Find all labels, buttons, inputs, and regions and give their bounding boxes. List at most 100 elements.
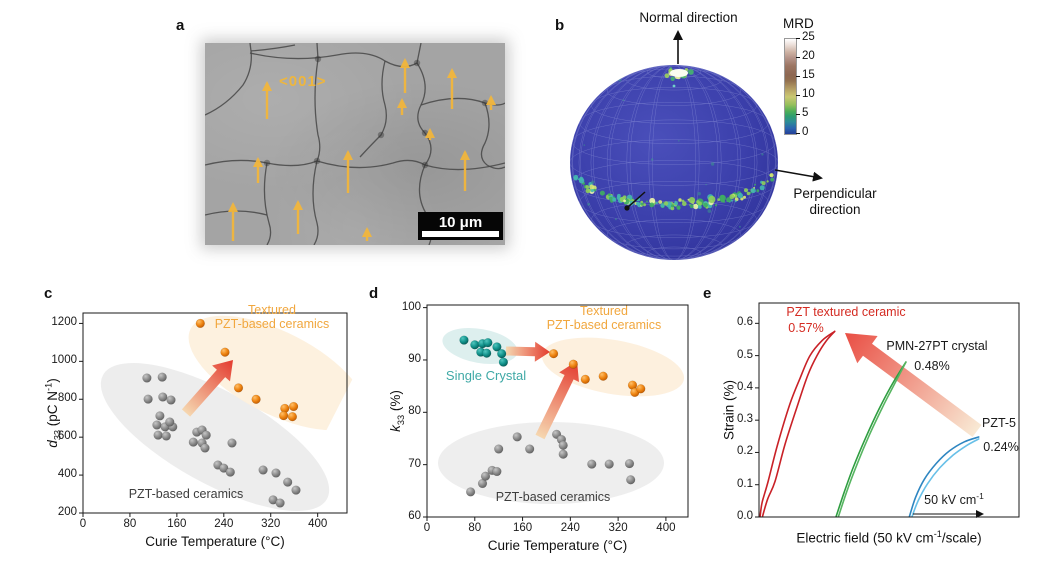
data-point xyxy=(251,394,261,404)
texture-speckle xyxy=(670,204,675,208)
data-point xyxy=(143,394,153,404)
x-tick-label: 0 xyxy=(79,518,87,530)
texture-speckle xyxy=(622,195,627,200)
data-point xyxy=(604,459,614,469)
colorbar-tick-mark xyxy=(796,94,800,96)
pole-core xyxy=(670,69,688,77)
pole-speckle xyxy=(680,72,687,78)
data-point xyxy=(466,487,476,497)
texture-speckle xyxy=(734,200,737,203)
grain-boundary xyxy=(359,60,387,158)
texture-speckle xyxy=(649,202,655,208)
pole-speckle xyxy=(684,68,689,72)
mrd-colorbar xyxy=(784,38,797,135)
texture-speckle xyxy=(658,200,663,204)
data-point xyxy=(598,371,608,381)
x-axis-title: Curie Temperature (°C) xyxy=(145,534,285,549)
texture-speckle xyxy=(761,181,766,186)
texture-speckle xyxy=(693,203,699,210)
data-point xyxy=(219,463,229,473)
latitude-line xyxy=(591,201,757,238)
data-point xyxy=(480,471,491,481)
strain-curve xyxy=(835,361,907,517)
longitude-line xyxy=(652,65,696,260)
texture-speckle xyxy=(734,197,739,202)
longitude-line xyxy=(592,65,756,260)
texture-speckle xyxy=(588,182,593,187)
texture-speckle xyxy=(579,176,584,182)
texture-speckle xyxy=(714,204,718,207)
colorbar-tick-mark xyxy=(796,132,800,134)
longitude-line xyxy=(648,65,700,260)
texture-speckle xyxy=(591,185,597,191)
grain-junction xyxy=(314,55,322,63)
data-point xyxy=(197,438,207,448)
texture-speckle xyxy=(589,189,595,194)
texture-speckle xyxy=(666,201,673,208)
y-axis-title: d33 (pC N-1) xyxy=(43,378,63,448)
data-point xyxy=(165,417,175,427)
texture-speckle xyxy=(759,185,765,191)
pole-speckle xyxy=(664,73,670,78)
grain-boundary xyxy=(205,159,318,167)
texture-speckle xyxy=(664,201,667,205)
panel-label-e: e xyxy=(703,285,712,302)
texture-speckle xyxy=(676,205,681,210)
colorbar-tick-mark xyxy=(796,37,800,39)
trend-arrow xyxy=(505,341,550,362)
y-tick-label: 0.5 xyxy=(737,348,753,361)
texture-speckle xyxy=(622,99,625,102)
texture-speckle xyxy=(607,193,611,197)
panel-label-c: c xyxy=(44,285,53,302)
grain-boundary xyxy=(205,210,268,216)
data-point xyxy=(271,468,281,478)
longitude-line xyxy=(580,65,768,260)
texture-speckle xyxy=(769,173,774,178)
y-tick-label: 100 xyxy=(401,300,421,313)
data-point xyxy=(476,347,486,357)
texture-speckle xyxy=(708,199,714,206)
texture-speckle xyxy=(737,191,742,196)
x-tick-label: 400 xyxy=(656,522,676,534)
texture-speckle xyxy=(660,204,665,209)
pole-speckle xyxy=(678,71,683,75)
texture-speckle xyxy=(618,78,622,82)
cluster-shading xyxy=(541,337,685,397)
texture-speckle xyxy=(687,198,690,201)
y-tick-label: 600 xyxy=(57,430,77,443)
texture-speckle xyxy=(744,188,748,193)
data-point xyxy=(512,432,522,442)
texture-speckle xyxy=(573,174,579,180)
longitude-line xyxy=(572,65,776,260)
equator-pointer-dot xyxy=(624,205,630,211)
x-tick-label: 320 xyxy=(261,518,281,530)
data-point xyxy=(287,412,298,422)
colorbar-title: MRD xyxy=(783,16,814,31)
texture-speckle xyxy=(750,188,756,194)
data-point xyxy=(157,372,167,382)
pole-speckle xyxy=(668,70,675,76)
data-point xyxy=(142,373,152,383)
plot-annotation: Textured PZT-based ceramics xyxy=(546,304,662,333)
plot-annotation: PMN-27PT crystal xyxy=(886,339,988,353)
texture-speckle xyxy=(649,197,656,204)
cluster-shading xyxy=(100,363,330,511)
texture-speckle xyxy=(583,184,588,189)
data-point xyxy=(280,403,290,414)
y-axis-title: k33 (%) xyxy=(388,390,406,432)
latitude-line xyxy=(572,160,776,206)
texture-speckle xyxy=(623,199,626,203)
data-point xyxy=(492,466,502,477)
texture-speckle xyxy=(678,140,680,142)
colorbar-tick-mark xyxy=(796,75,800,77)
pole-speckle xyxy=(681,72,687,79)
texture-speckle xyxy=(674,201,678,206)
texture-speckle xyxy=(646,200,648,203)
scale-bar-line xyxy=(422,231,499,237)
strain-curve xyxy=(761,330,836,517)
texture-speckle xyxy=(707,194,714,201)
data-point xyxy=(494,444,504,454)
grain-boundary xyxy=(424,162,505,171)
data-point xyxy=(192,427,202,437)
data-point xyxy=(483,338,493,348)
